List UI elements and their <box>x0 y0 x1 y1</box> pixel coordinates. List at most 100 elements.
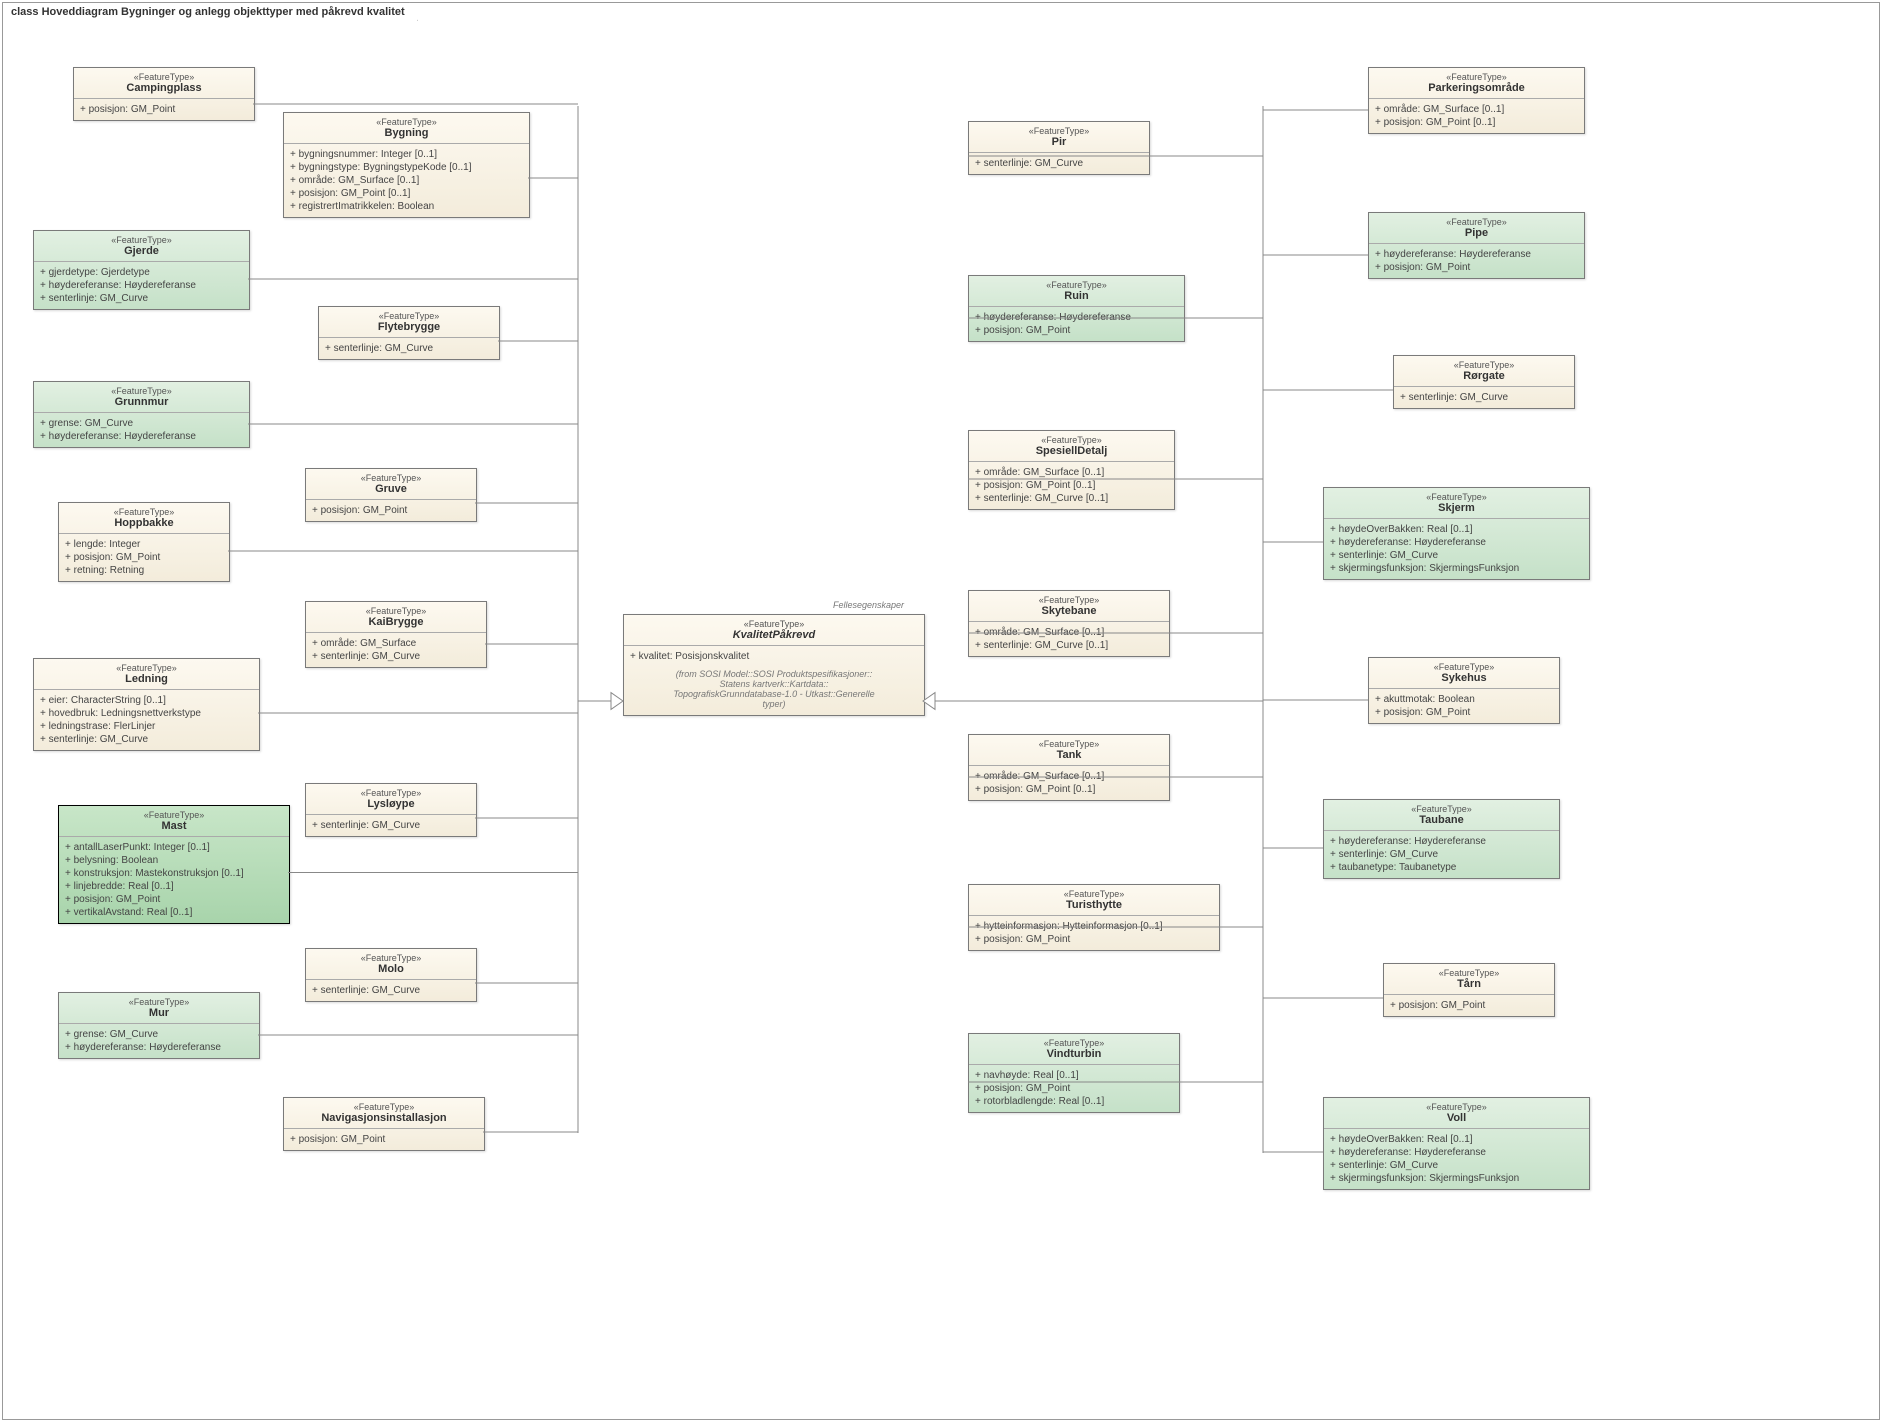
attr: + vertikalAvstand: Real [0..1] <box>65 906 283 919</box>
class-gruve[interactable]: «FeatureType»Gruve + posisjon: GM_Point <box>305 468 477 522</box>
class-name: Ledning <box>40 673 253 685</box>
attr: + grense: GM_Curve <box>40 417 243 430</box>
attr: + senterlinje: GM_Curve <box>975 157 1143 170</box>
class-name: Ruin <box>975 290 1178 302</box>
class-gjerde[interactable]: «FeatureType»Gjerde+ gjerdetype: Gjerdet… <box>33 230 250 310</box>
class-campingplass[interactable]: «FeatureType»Campingplass+ posisjon: GM_… <box>73 67 255 121</box>
class-mast[interactable]: «FeatureType»Mast + antallLaserPunkt: Int… <box>58 805 290 924</box>
class-turisthytte[interactable]: «FeatureType»Turisthytte+ hytteinformasj… <box>968 884 1220 951</box>
attr: + område: GM_Surface [0..1] <box>975 466 1168 479</box>
attr: + område: GM_Surface [0..1] <box>975 626 1163 639</box>
attr: + høydereferanse: Høydereferanse <box>975 311 1178 324</box>
class-kvalitetpåkrevd[interactable]: «FeatureType»KvalitetPåkrevd+ kvalitet: … <box>623 614 925 716</box>
class-name: Voll <box>1330 1112 1583 1124</box>
class-skytebane[interactable]: «FeatureType»Skytebane + område: GM_Surfa… <box>968 590 1170 657</box>
class-header: «FeatureType»Molo <box>306 949 476 980</box>
class-tårn[interactable]: «FeatureType»Tårn+ posisjon: GM_Point <box>1383 963 1555 1017</box>
class-spesielldetalj[interactable]: «FeatureType»SpesiellDetalj+ område: GM_… <box>968 430 1175 510</box>
attrs: + område: GM_Surface [0..1]+ posisjon: G… <box>969 766 1169 800</box>
stereotype: «FeatureType» <box>312 788 470 798</box>
class-skjerm[interactable]: «FeatureType»Skjerm+ høydeOverBakken: Re… <box>1323 487 1590 580</box>
stereotype: «FeatureType» <box>290 1102 478 1112</box>
attrs: + hytteinformasjon: Hytteinformasjon [0.… <box>969 916 1219 950</box>
attrs: + gjerdetype: Gjerdetype+ høydereferanse… <box>34 262 249 309</box>
class-molo[interactable]: «FeatureType»Molo + senterlinje: GM_Curve <box>305 948 477 1002</box>
attr: + senterlinje: GM_Curve <box>312 650 480 663</box>
stereotype: «FeatureType» <box>65 810 283 820</box>
class-mur[interactable]: «FeatureType»Mur+ grense: GM_Curve+ høyd… <box>58 992 260 1059</box>
class-header: «FeatureType»Pipe <box>1369 213 1584 244</box>
attr: + gjerdetype: Gjerdetype <box>40 266 243 279</box>
attrs: + kvalitet: Posisjonskvalitet <box>624 646 924 667</box>
attr: + høydereferanse: Høydereferanse <box>1330 1146 1583 1159</box>
class-hoppbakke[interactable]: «FeatureType»Hoppbakke+ lengde: Integer+… <box>58 502 230 582</box>
class-name: KaiBrygge <box>312 616 480 628</box>
attrs: + senterlinje: GM_Curve <box>1394 387 1574 408</box>
class-ruin[interactable]: «FeatureType»Ruin+ høydereferanse: Høyde… <box>968 275 1185 342</box>
class-flytebrygge[interactable]: «FeatureType»Flytebrygge + senterlinje: G… <box>318 306 500 360</box>
class-taubane[interactable]: «FeatureType»Taubane+ høydereferanse: Hø… <box>1323 799 1560 879</box>
stereotype: «FeatureType» <box>975 595 1163 605</box>
class-grunnmur[interactable]: «FeatureType»Grunnmur+ grense: GM_Curve+… <box>33 381 250 448</box>
stereotype: «FeatureType» <box>1375 217 1578 227</box>
class-sykehus[interactable]: «FeatureType»Sykehus+ akuttmotak: Boolea… <box>1368 657 1560 724</box>
stereotype: «FeatureType» <box>312 953 470 963</box>
class-name: Lysløype <box>312 798 470 810</box>
stereotype: «FeatureType» <box>975 739 1163 749</box>
class-name: Mur <box>65 1007 253 1019</box>
class-name: Flytebrygge <box>325 321 493 333</box>
stereotype: «FeatureType» <box>40 235 243 245</box>
class-vindturbin[interactable]: «FeatureType»Vindturbin+ navhøyde: Real … <box>968 1033 1180 1113</box>
attr: + senterlinje: GM_Curve <box>312 984 470 997</box>
attrs: + område: GM_Surface+ senterlinje: GM_Cu… <box>306 633 486 667</box>
class-pipe[interactable]: «FeatureType»Pipe+ høydereferanse: Høyde… <box>1368 212 1585 279</box>
class-pir[interactable]: «FeatureType»Pir+ senterlinje: GM_Curve <box>968 121 1150 175</box>
class-header: «FeatureType»Tårn <box>1384 964 1554 995</box>
attr: + akuttmotak: Boolean <box>1375 693 1553 706</box>
class-header: «FeatureType»Navigasjonsinstallasjon <box>284 1098 484 1129</box>
class-name: Mast <box>65 820 283 832</box>
attr: + grense: GM_Curve <box>65 1028 253 1041</box>
class-name: Sykehus <box>1375 672 1553 684</box>
stereotype: «FeatureType» <box>1330 1102 1583 1112</box>
class-tank[interactable]: «FeatureType»Tank+ område: GM_Surface [0… <box>968 734 1170 801</box>
class-name: Skjerm <box>1330 502 1583 514</box>
attr: + høydereferanse: Høydereferanse <box>1330 536 1583 549</box>
class-navigasjonsinstallasjon[interactable]: «FeatureType»Navigasjonsinstallasjon+ po… <box>283 1097 485 1151</box>
class-name: Gruve <box>312 483 470 495</box>
attr: + posisjon: GM_Point <box>312 504 470 517</box>
class-name: Pipe <box>1375 227 1578 239</box>
class-header: «FeatureType»Gruve <box>306 469 476 500</box>
stereotype: «FeatureType» <box>325 311 493 321</box>
attr: + navhøyde: Real [0..1] <box>975 1069 1173 1082</box>
stereotype: «FeatureType» <box>975 435 1168 445</box>
class-rørgate[interactable]: «FeatureType»Rørgate+ senterlinje: GM_Cu… <box>1393 355 1575 409</box>
attr: + senterlinje: GM_Curve <box>1330 549 1583 562</box>
stereotype: «FeatureType» <box>65 997 253 1007</box>
class-ledning[interactable]: «FeatureType»Ledning+ eier: CharacterStr… <box>33 658 260 751</box>
attr: + posisjon: GM_Point <box>65 551 223 564</box>
attr: + posisjon: GM_Point [0..1] <box>975 479 1168 492</box>
attrs: + senterlinje: GM_Curve <box>969 153 1149 174</box>
attr: + konstruksjon: Mastekonstruksjon [0..1] <box>65 867 283 880</box>
attr: + senterlinje: GM_Curve <box>325 342 493 355</box>
stereotype: «FeatureType» <box>312 606 480 616</box>
stereotype: «FeatureType» <box>40 663 253 673</box>
attrs: + antallLaserPunkt: Integer [0..1]+ bely… <box>59 837 289 923</box>
class-name: Navigasjonsinstallasjon <box>290 1112 478 1124</box>
stereotype: «FeatureType» <box>1390 968 1548 978</box>
attr: + belysning: Boolean <box>65 854 283 867</box>
class-voll[interactable]: «FeatureType»Voll+ høydeOverBakken: Real… <box>1323 1097 1590 1190</box>
attr: + senterlinje: GM_Curve <box>1330 848 1553 861</box>
class-header: «FeatureType»KvalitetPåkrevd <box>624 615 924 646</box>
attrs: + posisjon: GM_Point <box>1384 995 1554 1016</box>
attr: + senterlinje: GM_Curve <box>40 292 243 305</box>
attrs: + senterlinje: GM_Curve <box>306 980 476 1001</box>
stereotype: «FeatureType» <box>975 126 1143 136</box>
stereotype: «FeatureType» <box>1330 804 1553 814</box>
class-bygning[interactable]: «FeatureType»Bygning+ bygningsnummer: In… <box>283 112 530 218</box>
class-kaibrygge[interactable]: «FeatureType»KaiBrygge + område: GM_Surfa… <box>305 601 487 668</box>
class-name: Skytebane <box>975 605 1163 617</box>
class-parkeringsområde[interactable]: «FeatureType»Parkeringsområde+ område: G… <box>1368 67 1585 134</box>
class-lysløype[interactable]: «FeatureType»Lysløype+ senterlinje: GM_C… <box>305 783 477 837</box>
